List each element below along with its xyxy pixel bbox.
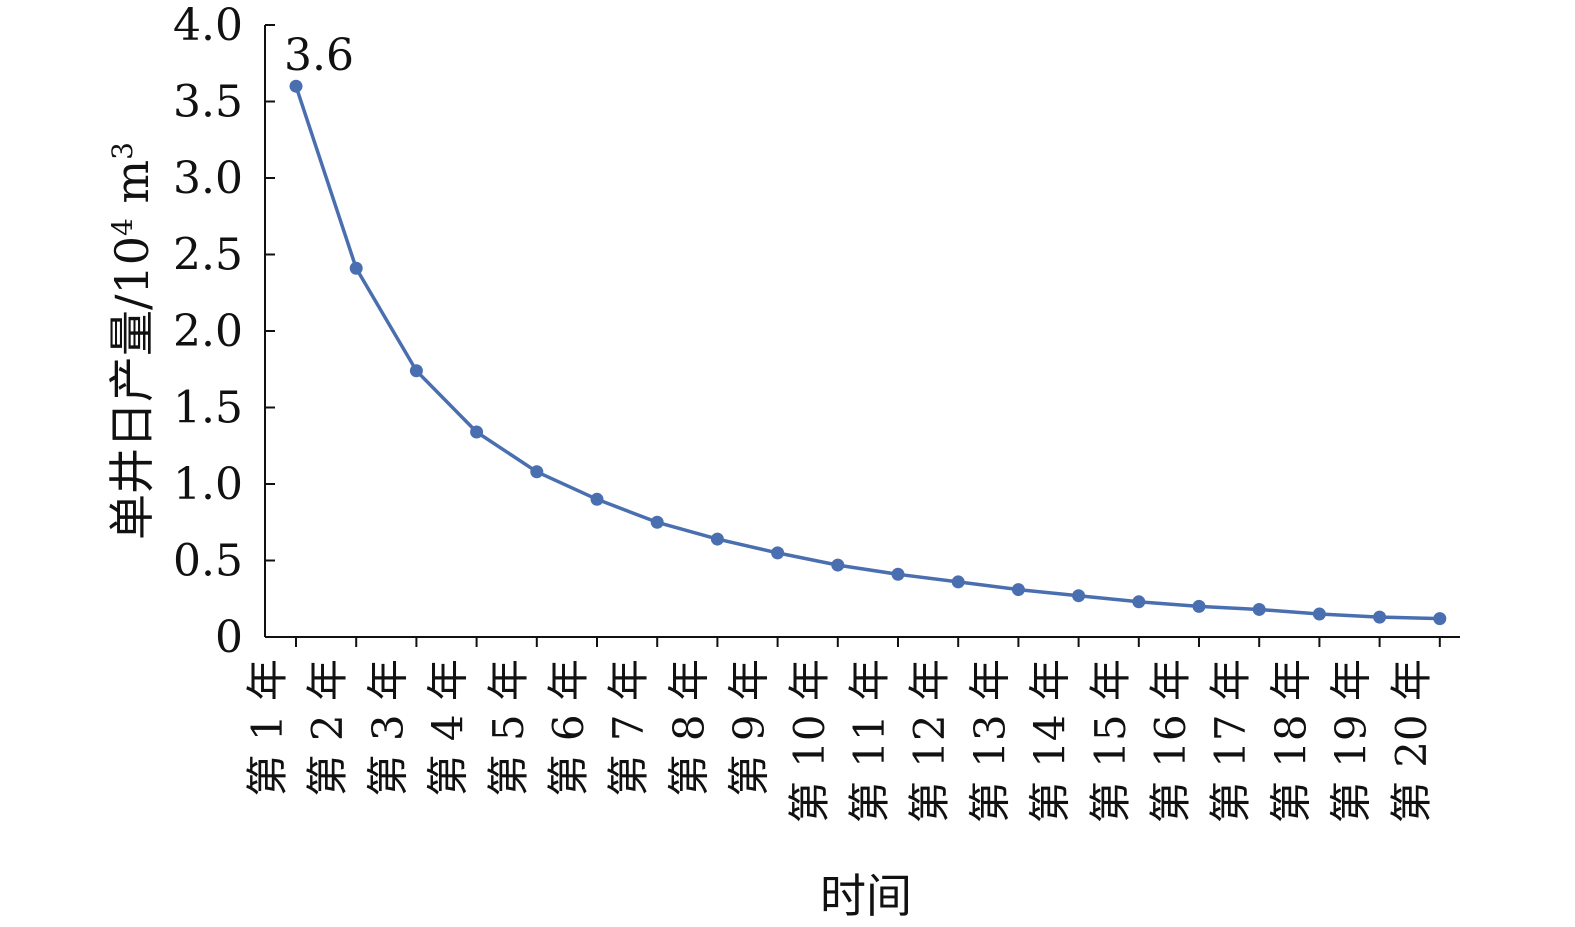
y-tick-label: 3.0 <box>173 153 243 204</box>
y-axis-ticks: 0 0.5 1.0 1.5 2.0 2.5 3.0 3.5 4.0 <box>173 0 275 663</box>
data-point <box>951 575 965 589</box>
data-point <box>891 567 905 581</box>
y-tick-label: 1.0 <box>173 459 243 510</box>
y-tick-label: 0 <box>215 612 243 663</box>
y-axis-title: 单井日产量/104 m3 <box>105 142 159 540</box>
y-tick-label: 2.0 <box>173 306 243 357</box>
series-line <box>294 85 1440 621</box>
data-point <box>1433 612 1447 626</box>
x-tick-label: 第 2 年 <box>303 659 352 796</box>
data-point <box>349 261 363 275</box>
y-axis-title-sup: 4 <box>106 218 139 236</box>
data-point <box>1072 589 1086 603</box>
data-point <box>470 425 484 439</box>
series-layer <box>289 79 1447 626</box>
data-point <box>831 558 845 572</box>
data-point <box>289 79 303 93</box>
x-tick-label: 第 5 年 <box>484 659 533 796</box>
data-point <box>771 546 785 560</box>
x-tick-label: 第 20 年 <box>1387 659 1436 823</box>
x-tick-label: 第 15 年 <box>1086 659 1135 823</box>
y-axis-title-unit-sup: 3 <box>106 142 139 160</box>
x-tick-label: 第 13 年 <box>965 659 1014 823</box>
x-axis-ticks: 第 1 年第 2 年第 3 年第 4 年第 5 年第 6 年第 7 年第 8 年… <box>243 637 1441 823</box>
x-tick-label: 第 14 年 <box>1026 659 1075 823</box>
data-point <box>1011 583 1025 597</box>
x-tick-label: 第 8 年 <box>664 659 713 796</box>
y-tick-label: 2.5 <box>173 230 243 281</box>
x-tick-label: 第 10 年 <box>785 659 834 823</box>
y-tick-label: 4.0 <box>173 0 243 51</box>
y-tick-label: 3.5 <box>173 77 243 128</box>
x-tick-label: 第 18 年 <box>1266 659 1315 823</box>
data-point <box>530 465 544 479</box>
y-tick-label: 0.5 <box>173 536 243 587</box>
y-tick-label: 1.5 <box>173 383 243 434</box>
x-tick-label: 第 11 年 <box>845 659 894 823</box>
x-axis-title: 时间 <box>820 869 912 923</box>
axes <box>264 25 1460 638</box>
x-tick-label: 第 19 年 <box>1327 659 1376 823</box>
data-point <box>1132 595 1146 609</box>
x-tick-label: 第 1 年 <box>243 659 292 796</box>
x-tick-label: 第 16 年 <box>1146 659 1195 823</box>
data-point <box>1192 599 1206 613</box>
x-tick-label: 第 6 年 <box>544 659 593 796</box>
y-axis-title-unit: m <box>105 160 159 218</box>
data-point <box>409 364 423 378</box>
x-tick-label: 第 7 年 <box>604 659 653 796</box>
x-tick-label: 第 17 年 <box>1206 659 1255 823</box>
data-point <box>1373 610 1387 624</box>
x-tick-label: 第 3 年 <box>363 659 412 796</box>
data-point <box>1252 602 1266 616</box>
data-annotation: 3.6 <box>284 30 354 81</box>
x-tick-label: 第 4 年 <box>424 659 473 796</box>
x-tick-label: 第 12 年 <box>905 659 954 823</box>
data-point <box>650 515 664 529</box>
data-point <box>590 492 604 506</box>
data-point <box>710 532 724 546</box>
data-point <box>1312 607 1326 621</box>
x-tick-label: 第 9 年 <box>725 659 774 796</box>
y-axis-title-main: 单井日产量/10 <box>105 236 159 540</box>
